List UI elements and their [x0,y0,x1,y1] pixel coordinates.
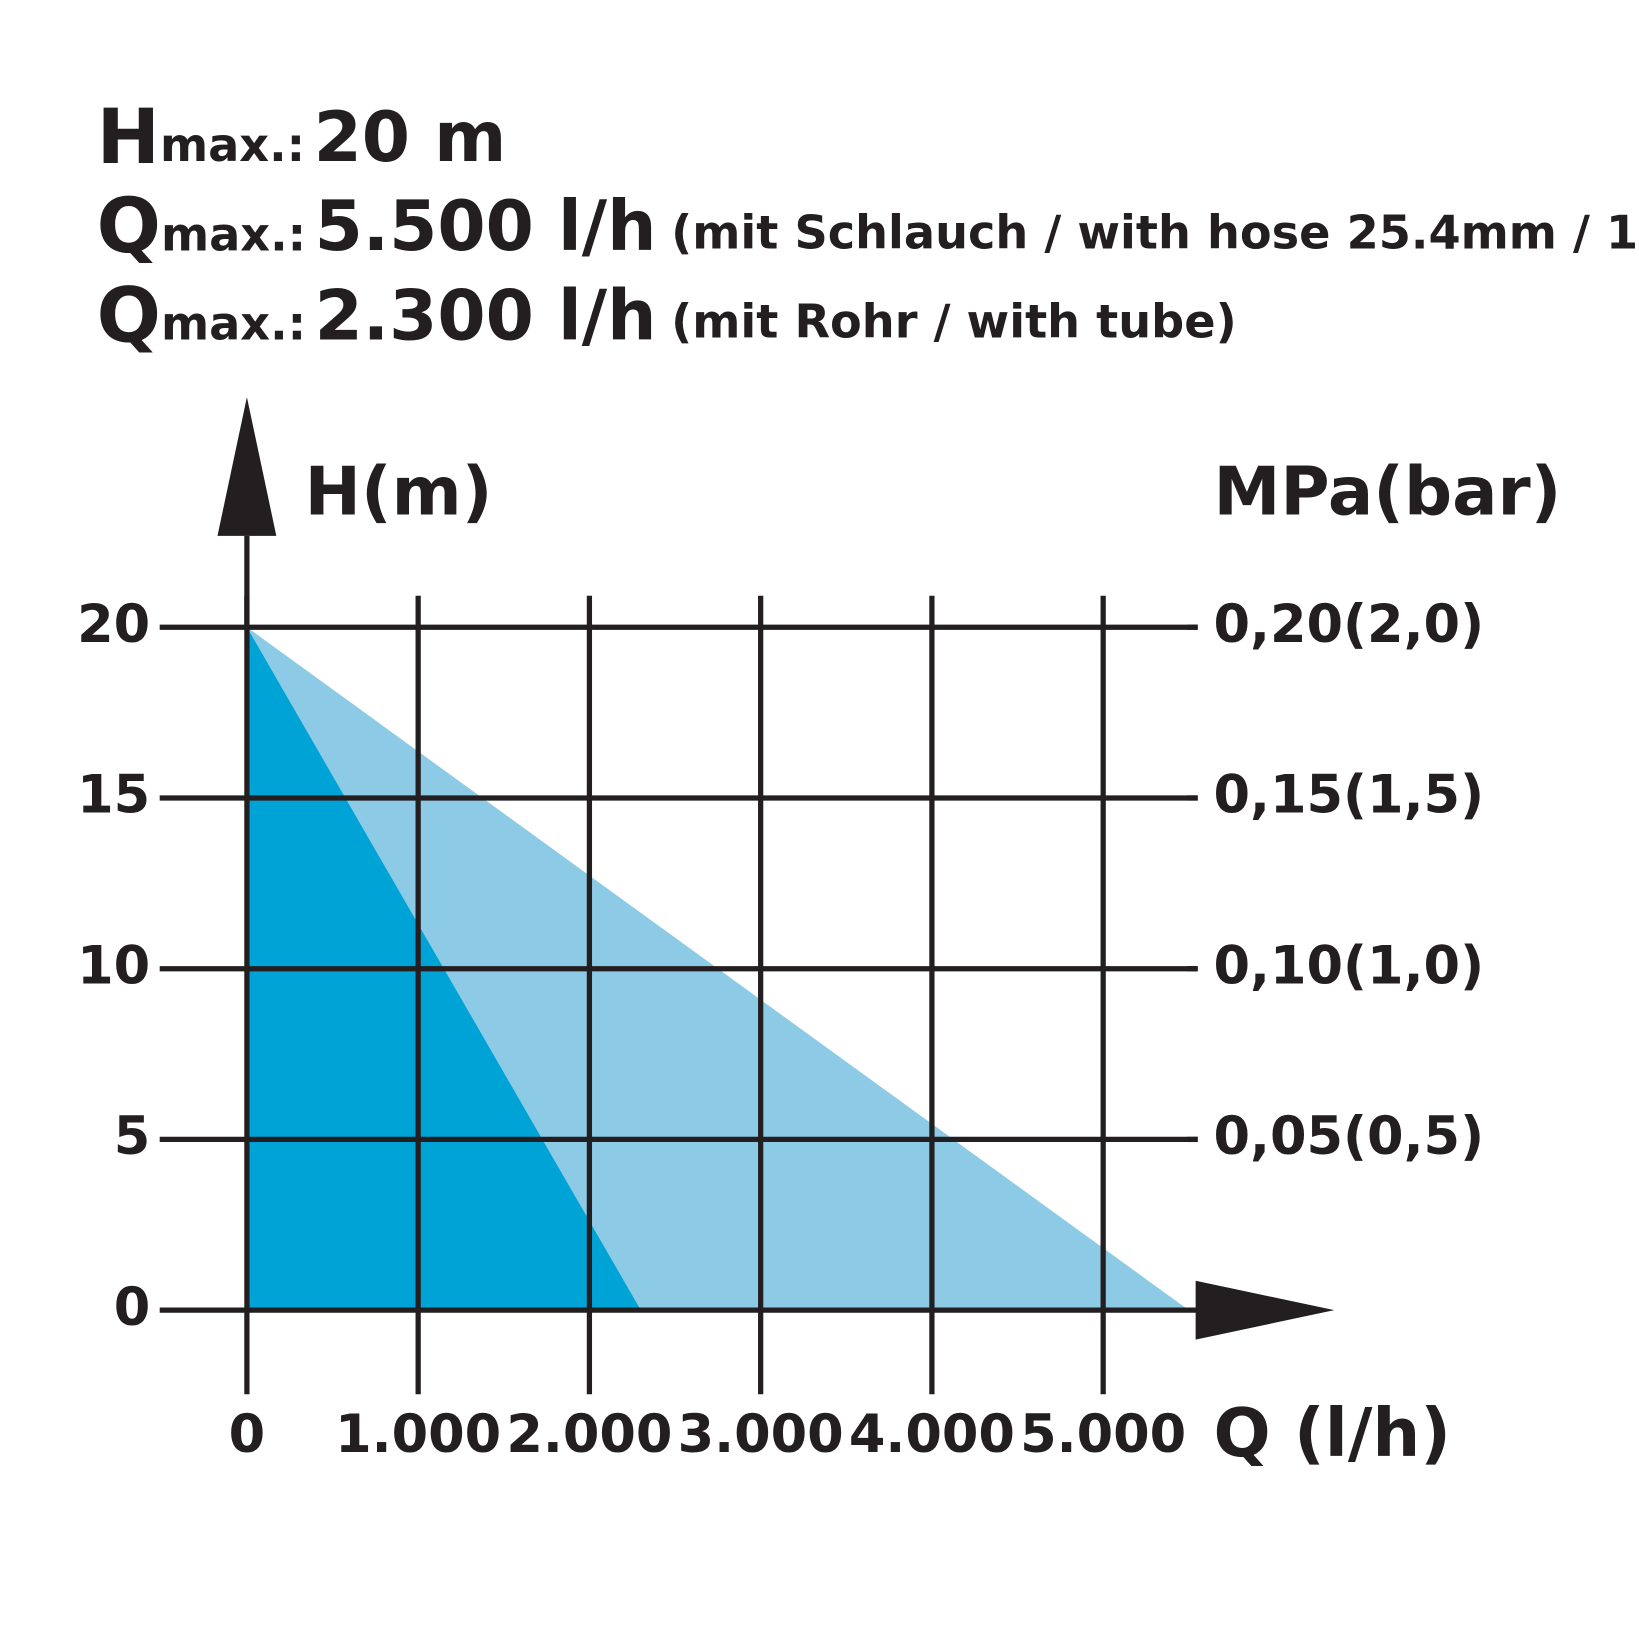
y-axis-title: H(m) [305,452,493,530]
subscript: max.: [161,207,306,261]
header-line: Hmax.: 20 m [97,92,507,180]
x-axis-title: Q (l/h) [1213,1394,1451,1472]
x-tick-label: 3.000 [678,1404,844,1465]
y2-tick-label: 0,20(2,0) [1213,594,1484,655]
value: 20 m [314,98,507,178]
labels: 0 5 10 15 20 0 1.000 2.000 3.000 4.000 5.000 0,05(0… [77,594,1484,1465]
x-tick-label: 2.000 [506,1404,672,1465]
x-tick-label: 5.000 [1020,1404,1186,1465]
symbol: Q [97,182,161,270]
x-axis-arrow [1195,1280,1335,1340]
value: 5.500 l/h [315,187,657,267]
x-tick-label: 4.000 [849,1404,1015,1465]
header-line: Qmax.: 2.300 l/h (mit Rohr / with tube) [97,271,1237,359]
subscript: max.: [160,118,305,172]
y-tick-label: 5 [114,1106,151,1167]
note: (mit Rohr / with tube) [671,294,1237,348]
x-tick-label: 0 [229,1404,266,1465]
y2-tick-label: 0,15(1,5) [1213,765,1484,826]
y2-tick-label: 0,10(1,0) [1213,935,1484,996]
value: 2.300 l/h [315,276,657,356]
y2-axis-title: MPa(bar) [1213,452,1561,530]
subscript: max.: [161,296,306,350]
y-axis-arrow [217,397,277,536]
y-tick-label: 20 [77,594,150,655]
note: (mit Schlauch / with hose 25.4mm / 1“) [671,205,1639,259]
header-line: Qmax.: 5.500 l/h (mit Schlauch / with hose… [97,182,1639,270]
symbol: H [97,92,160,180]
y-tick-label: 15 [77,765,150,826]
y2-tick-label: 0,05(0,5) [1213,1106,1484,1167]
y-tick-label: 10 [77,935,150,996]
y-tick-label: 0 [114,1277,151,1338]
x-tick-label: 1.000 [335,1404,501,1465]
symbol: Q [97,271,161,359]
grid [159,595,1198,1395]
